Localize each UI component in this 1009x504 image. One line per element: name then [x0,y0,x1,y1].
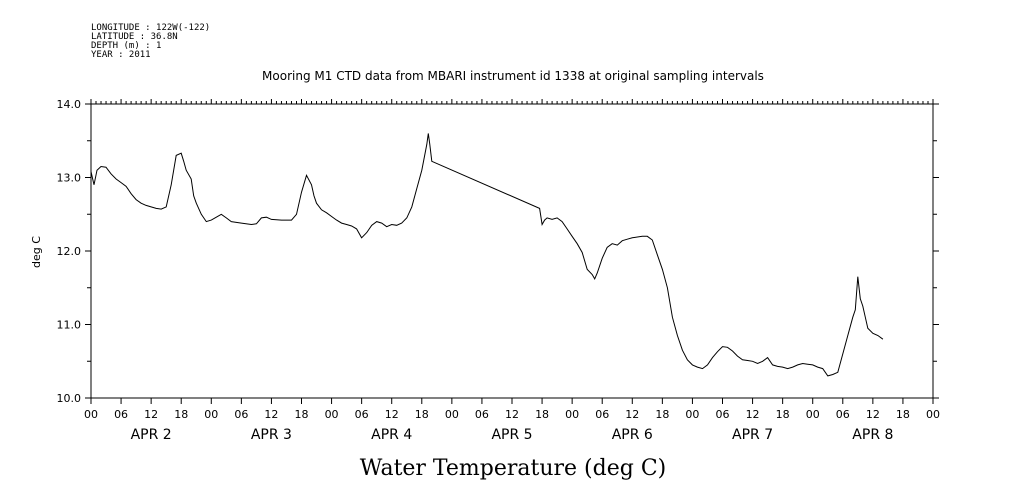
year-label: YEAR : 2011 [91,50,151,60]
x-tick-label: 06 [475,408,489,421]
depth-label: DEPTH (m) : 1 [91,41,161,51]
temperature-series-line [90,133,884,377]
y-tick-label: 14.0 [57,98,82,111]
x-tick-label: 12 [144,408,158,421]
day-label: APR 8 [852,427,893,443]
x-tick-label: 18 [535,408,549,421]
day-label: APR 4 [371,427,412,443]
x-tick-label: 06 [234,408,248,421]
x-tick-label: 18 [415,408,429,421]
x-tick-label: 00 [565,408,579,421]
day-label: APR 5 [491,427,532,443]
x-tick-label: 12 [385,408,399,421]
x-tick-label: 00 [204,408,218,421]
y-tick-label: 13.0 [57,172,82,185]
x-tick-label: 00 [926,408,940,421]
x-tick-label: 00 [445,408,459,421]
x-tick-label: 06 [595,408,609,421]
x-tick-label: 06 [114,408,128,421]
x-tick-label: 06 [355,408,369,421]
x-tick-label: 12 [746,408,760,421]
y-tick-label: 12.0 [57,245,82,258]
x-tick-label: 12 [866,408,880,421]
x-tick-label: 18 [295,408,309,421]
day-label: APR 2 [131,427,172,443]
x-tick-label: 00 [325,408,339,421]
axes: 10.0 11.0 12.0 13.0 14.0 00 06 12 18 00 06 12 18 00 06… [57,98,941,443]
y-tick-label: 11.0 [57,319,82,332]
x-tick-label: 18 [896,408,910,421]
x-tick-label: 12 [625,408,639,421]
chart-title: Mooring M1 CTD data from MBARI instrumen… [262,69,764,83]
x-tick-label: 06 [716,408,730,421]
x-tick-label: 00 [84,408,98,421]
x-tick-label: 18 [655,408,669,421]
day-label: APR 3 [251,427,292,443]
day-label: APR 7 [732,427,773,443]
x-axis-label: Water Temperature (deg C) [360,456,667,481]
x-tick-label: 00 [685,408,699,421]
x-tick-label: 00 [806,408,820,421]
day-label: APR 6 [612,427,653,443]
y-tick-label: 10.0 [57,392,82,405]
x-tick-label: 12 [505,408,519,421]
x-tick-label: 06 [836,408,850,421]
x-tick-label: 12 [264,408,278,421]
longitude-label: LONGITUDE : 122W(-122) [91,23,210,33]
x-tick-label: 18 [174,408,188,421]
y-axis-label: deg C [30,236,43,268]
plot-frame [90,103,934,399]
latitude-label: LATITUDE : 36.8N [91,32,178,42]
x-tick-label: 18 [776,408,790,421]
